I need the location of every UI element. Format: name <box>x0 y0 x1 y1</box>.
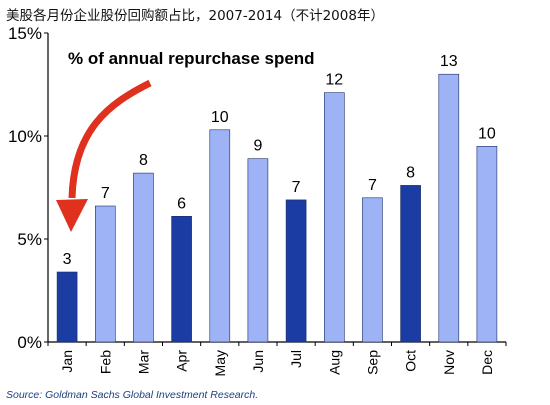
x-tick-label: Apr <box>174 350 190 372</box>
x-tick-label: May <box>212 350 228 376</box>
x-tick-label: Jul <box>288 350 304 368</box>
data-label: 8 <box>406 164 415 181</box>
bar-sep <box>362 197 383 343</box>
chart-annotation-group: % of annual repurchase spend <box>56 49 315 232</box>
data-label: 12 <box>325 72 343 89</box>
data-label: 7 <box>292 179 301 196</box>
y-tick-label: 15% <box>8 24 42 43</box>
bar-jul <box>285 199 307 343</box>
x-tick-label: Feb <box>97 350 113 374</box>
arrow-shaft <box>68 79 152 199</box>
x-tick-label: Dec <box>479 350 495 375</box>
bar-aug <box>323 92 345 343</box>
bar-may <box>209 129 231 343</box>
y-tick-label: 0% <box>17 333 42 352</box>
data-label: 7 <box>101 185 110 202</box>
data-label: 3 <box>63 251 72 268</box>
x-tick-label: Jun <box>250 350 266 373</box>
chart-bars: 3 Jan 7 Feb 8 Mar 6 Apr 10 May 9 Jun 7 Jul 12 Aug 7 Sep 8 O… <box>56 53 498 376</box>
y-tick-label: 10% <box>8 127 42 146</box>
chart-title: 美股各月份企业股份回购额占比，2007-2014（不计2008年） <box>6 8 384 24</box>
bar-dec <box>476 146 498 343</box>
bar-jan <box>56 271 78 343</box>
data-label: 10 <box>211 109 229 126</box>
data-label: 7 <box>368 177 377 194</box>
bar-mar <box>133 172 154 343</box>
x-tick-label: Aug <box>326 350 342 375</box>
bar-oct <box>400 185 421 343</box>
data-label: 6 <box>177 195 186 212</box>
x-tick-label: Nov <box>441 350 457 375</box>
bar-jun <box>247 158 269 343</box>
x-tick-label: Mar <box>135 350 151 374</box>
bar-feb <box>95 205 116 343</box>
data-label: 9 <box>253 138 262 155</box>
x-tick-label: Oct <box>403 350 419 372</box>
x-tick-label: Jan <box>59 350 75 373</box>
data-label: 8 <box>139 152 148 169</box>
arrowhead <box>56 199 88 232</box>
chart-axes: 0% 5% 10% 15% <box>8 24 507 352</box>
data-label: 13 <box>440 53 458 70</box>
bar-nov <box>438 73 460 343</box>
y-tick-label: 5% <box>17 230 42 249</box>
data-label: 10 <box>478 125 496 142</box>
annotation-text: % of annual repurchase spend <box>68 49 315 68</box>
source-note: Source: Goldman Sachs Global Investment … <box>6 389 259 401</box>
x-tick-label: Sep <box>364 350 380 375</box>
bar-apr <box>171 216 192 343</box>
